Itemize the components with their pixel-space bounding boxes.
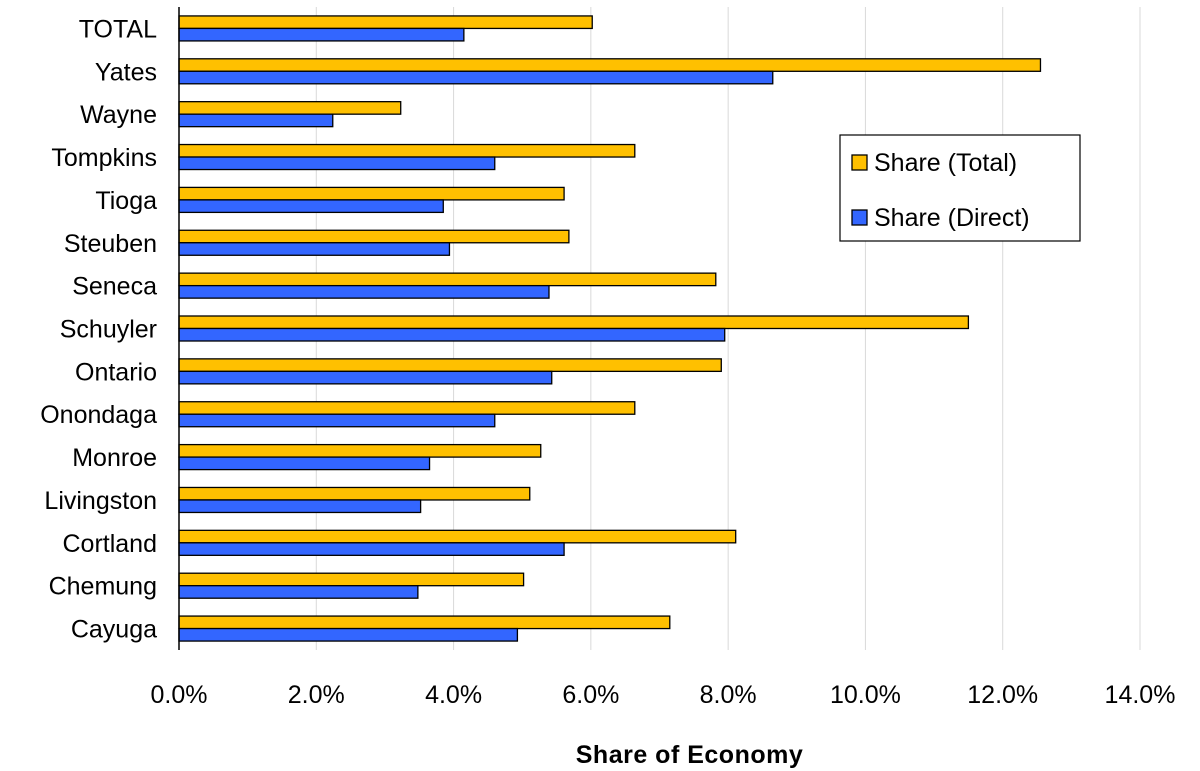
bar-chemung-total bbox=[178, 572, 525, 587]
x-axis-title: Share of Economy bbox=[576, 741, 804, 769]
x-tick-label-7: 14.0% bbox=[1105, 681, 1176, 709]
category-label-schuyler: Schuyler bbox=[60, 316, 157, 344]
legend-box bbox=[839, 134, 1081, 242]
bar-schuyler-direct bbox=[178, 327, 726, 342]
legend-swatch-total bbox=[851, 154, 868, 171]
bar-ontario-direct bbox=[178, 370, 553, 385]
bar-onondaga-total bbox=[178, 401, 636, 415]
legend-label-total: Share (Total) bbox=[874, 149, 1017, 177]
bar-seneca-direct bbox=[178, 284, 550, 299]
bar-wayne-total bbox=[178, 101, 402, 115]
legend-label-direct: Share (Direct) bbox=[874, 204, 1030, 232]
x-tick-label-0: 0.0% bbox=[151, 681, 208, 709]
category-label-tompkins: Tompkins bbox=[51, 144, 157, 172]
bar-ontario-total bbox=[178, 358, 722, 373]
category-label-steuben: Steuben bbox=[64, 230, 157, 258]
bar-livingston-total bbox=[178, 486, 531, 501]
bar-steuben-direct bbox=[178, 242, 451, 256]
category-label-seneca: Seneca bbox=[72, 273, 157, 301]
bar-tioga-total bbox=[178, 186, 565, 201]
bar-cayuga-direct bbox=[178, 627, 519, 642]
category-label-wayne: Wayne bbox=[80, 101, 157, 129]
bar-total-direct bbox=[178, 27, 465, 42]
x-tick-label-2: 4.0% bbox=[425, 681, 482, 709]
bar-cortland-direct bbox=[178, 542, 565, 556]
bar-tompkins-total bbox=[178, 143, 636, 158]
category-label-onondaga: Onondaga bbox=[40, 401, 157, 429]
category-label-cayuga: Cayuga bbox=[71, 616, 157, 644]
category-label-ontario: Ontario bbox=[75, 358, 157, 386]
bar-total-total bbox=[178, 15, 593, 30]
bar-cortland-total bbox=[178, 529, 737, 544]
x-tick-label-6: 12.0% bbox=[967, 681, 1038, 709]
bar-tioga-direct bbox=[178, 199, 444, 214]
bar-wayne-direct bbox=[178, 113, 334, 128]
legend: Share (Total) Share (Direct) bbox=[839, 134, 1081, 242]
x-tick-label-5: 10.0% bbox=[830, 681, 901, 709]
bar-seneca-total bbox=[178, 272, 717, 287]
bar-livingston-direct bbox=[178, 499, 422, 514]
bar-monroe-direct bbox=[178, 456, 431, 471]
category-label-tioga: Tioga bbox=[95, 187, 157, 215]
bar-schuyler-total bbox=[178, 315, 970, 330]
bar-steuben-total bbox=[178, 229, 570, 244]
x-tick-label-4: 8.0% bbox=[700, 681, 757, 709]
bar-yates-total bbox=[178, 58, 1042, 72]
category-label-monroe: Monroe bbox=[72, 444, 157, 472]
bar-yates-direct bbox=[178, 70, 774, 85]
category-label-chemung: Chemung bbox=[49, 573, 157, 601]
legend-swatch-direct bbox=[851, 209, 868, 226]
bar-tompkins-direct bbox=[178, 156, 496, 171]
bar-chemung-direct bbox=[178, 585, 419, 599]
bar-onondaga-direct bbox=[178, 413, 496, 428]
category-label-yates: Yates bbox=[95, 58, 157, 86]
x-tick-label-3: 6.0% bbox=[562, 681, 619, 709]
category-label-total: TOTAL bbox=[79, 15, 157, 43]
bar-cayuga-total bbox=[178, 615, 671, 630]
x-tick-label-1: 2.0% bbox=[288, 681, 345, 709]
category-labels: Cayuga Chemung Cortland Livingston Monroe Ono… bbox=[40, 15, 157, 643]
bar-monroe-total bbox=[178, 443, 542, 458]
bars bbox=[178, 15, 1042, 642]
category-label-livingston: Livingston bbox=[44, 487, 157, 515]
x-tick-labels: 0.0% 2.0% 4.0% 6.0% 8.0% 10.0% 12.0% 14.0% bbox=[151, 681, 1176, 709]
category-label-cortland: Cortland bbox=[63, 530, 158, 558]
